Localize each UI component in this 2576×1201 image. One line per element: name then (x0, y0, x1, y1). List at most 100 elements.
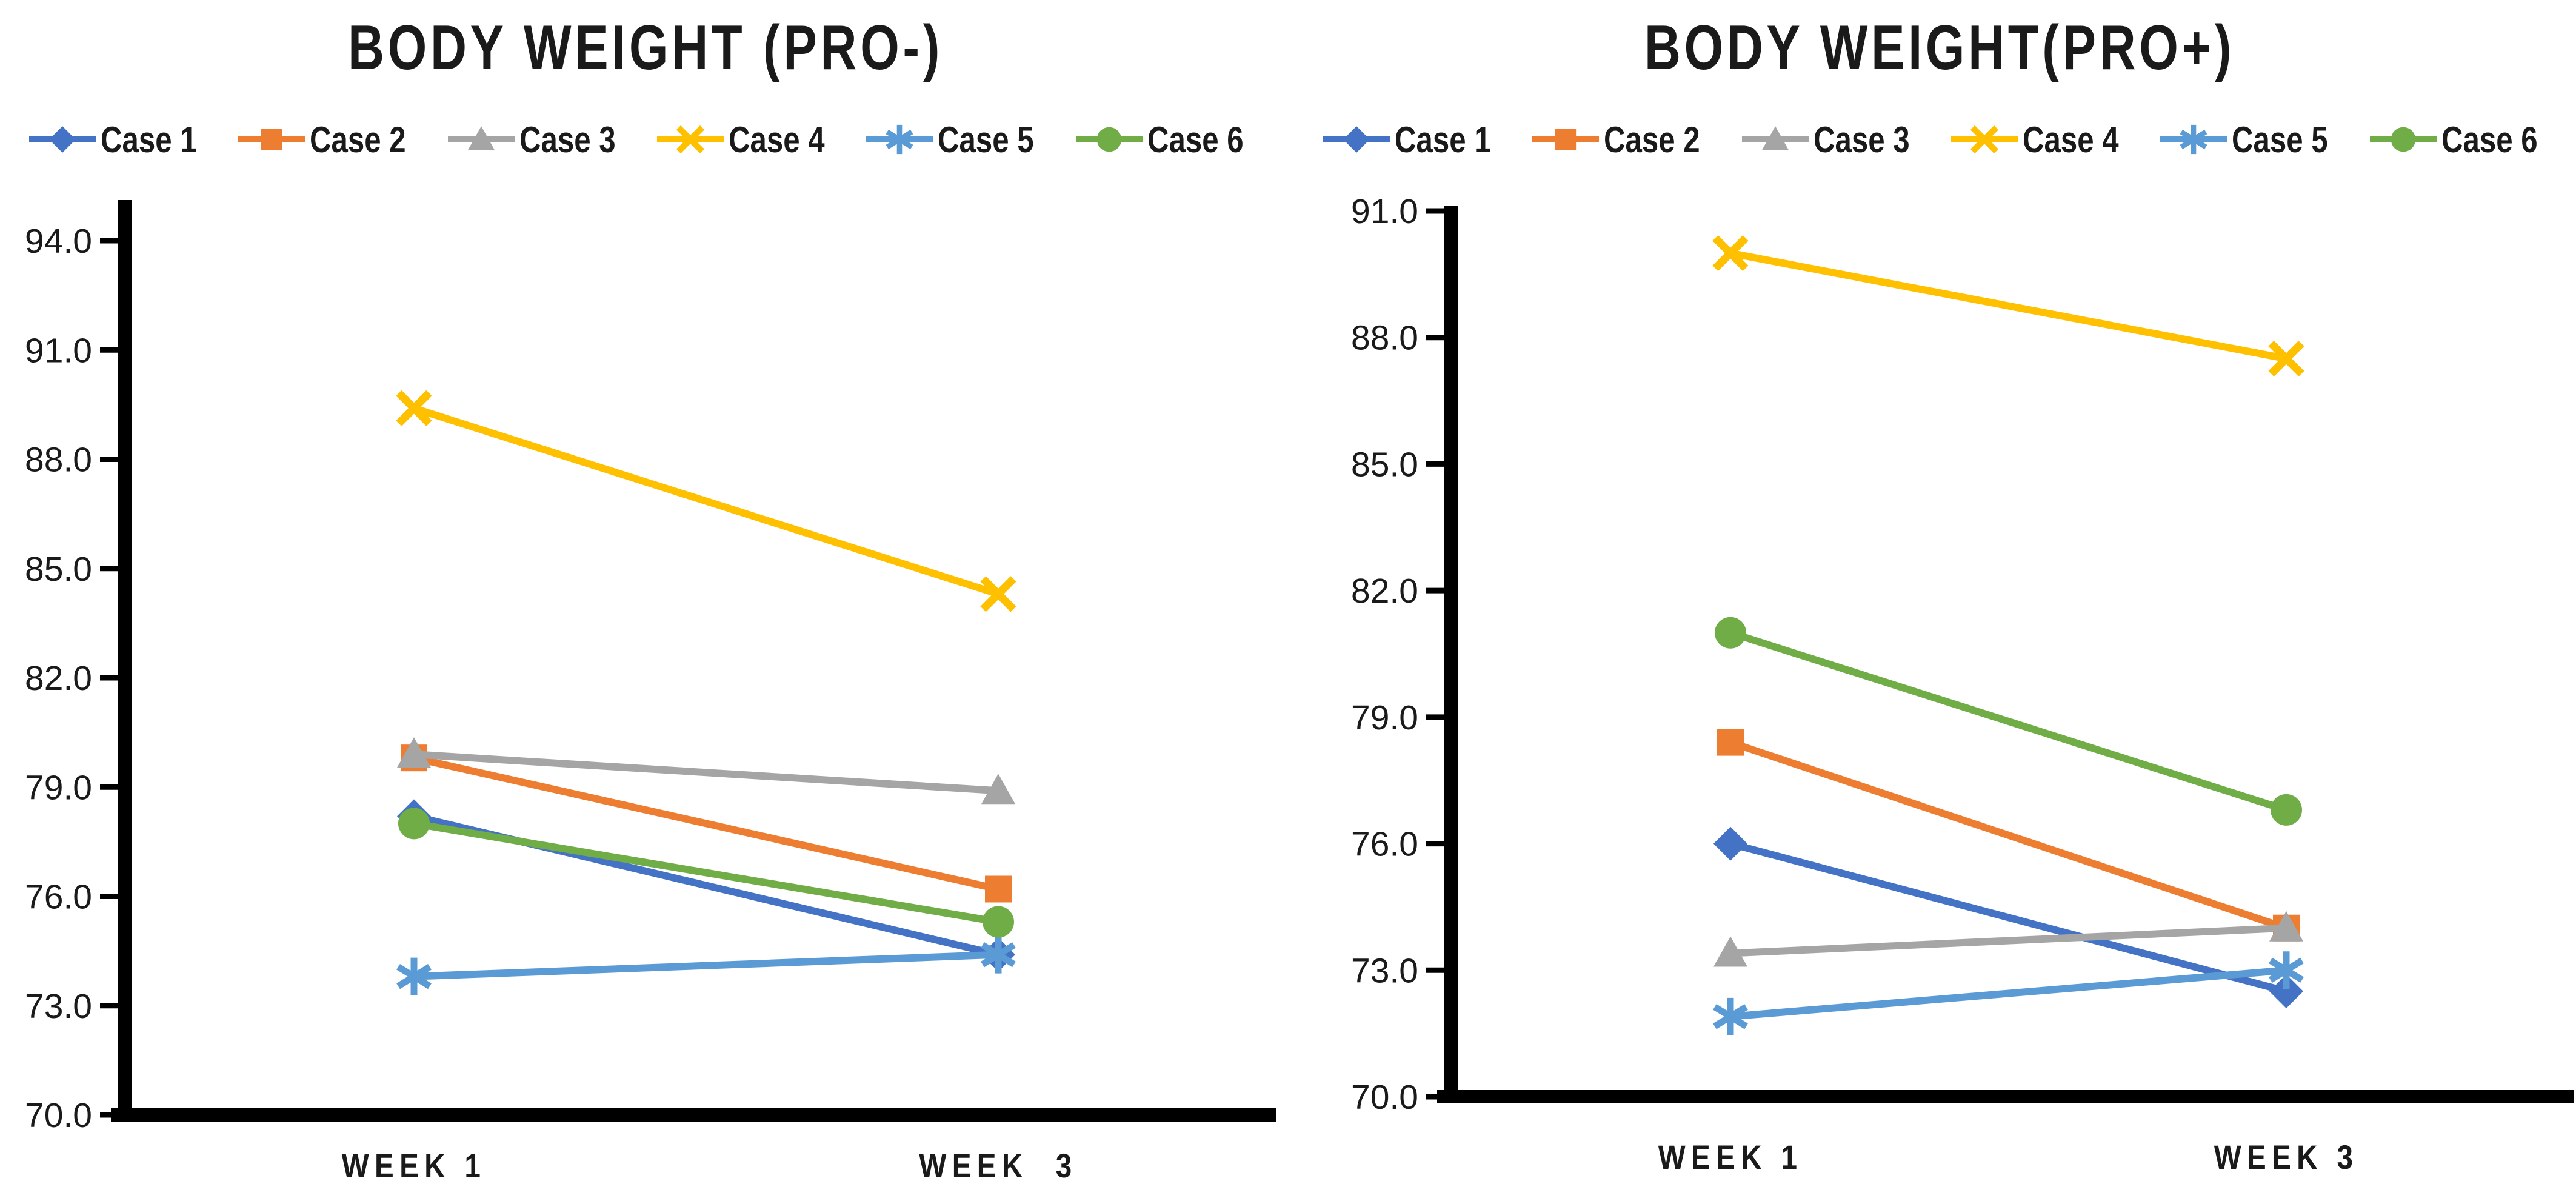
legend-item-case-2: Case 2 (1530, 116, 1721, 162)
y-tick-label: 82.0 (1351, 572, 1418, 611)
marker-circle-case-6 (1715, 617, 1746, 649)
series-line-case-2 (1727, 738, 2290, 932)
y-tick-label: 91.0 (1351, 192, 1418, 231)
y-tick-label: 91.0 (25, 331, 92, 370)
marker-x-case-4 (980, 576, 1016, 612)
legend-item-case-6: Case 6 (1073, 116, 1264, 162)
y-tick-label: 76.0 (1351, 825, 1418, 864)
marker-x-case-4 (1712, 235, 1749, 272)
legend-marker-x-icon (657, 125, 724, 154)
legend-label: Case 2 (1604, 119, 1700, 160)
series-line-case-4 (410, 404, 1002, 598)
chart-body-weight-pro-plus: BODY WEIGHT(PRO+) Case 1 Case 2 Case 3 Case… (1303, 0, 2576, 1201)
legend-item-case-3: Case 3 (1740, 116, 1930, 162)
legend-label: Case 5 (2232, 119, 2329, 160)
y-tick-label: 79.0 (25, 768, 92, 807)
marker-x-legend (676, 125, 705, 154)
legend-item-case-6: Case 6 (2367, 116, 2558, 162)
marker-square-legend (261, 129, 282, 150)
legend-marker-square-icon (238, 129, 305, 150)
legend-label: Case 3 (519, 119, 616, 160)
series-line-case-1 (1727, 840, 2290, 995)
legend-marker-triangle-icon (447, 126, 515, 150)
marker-asterisk-legend (2180, 124, 2208, 155)
y-tick-label: 76.0 (25, 878, 92, 917)
marker-x-legend (1970, 125, 1999, 154)
legend-label: Case 2 (310, 119, 406, 160)
legend-label: Case 6 (2441, 119, 2538, 160)
marker-x-case-4 (396, 390, 432, 426)
y-tick-label: 88.0 (1351, 319, 1418, 358)
legend-item-case-3: Case 3 (445, 116, 636, 162)
series-line-case-3 (1727, 924, 2290, 957)
y-tick-label: 82.0 (25, 659, 92, 698)
marker-circle-case-6 (983, 906, 1014, 938)
marker-square-legend (1555, 129, 1577, 150)
legend-label: Case 5 (938, 119, 1035, 160)
legend-marker-circle-icon (1075, 127, 1143, 152)
marker-diamond-case-1 (2269, 974, 2303, 1009)
marker-asterisk-legend (886, 124, 914, 155)
legend-marker-diamond-icon (1323, 126, 1390, 153)
marker-triangle-case-3 (397, 737, 431, 768)
marker-triangle-case-3 (2269, 911, 2303, 942)
series-line-case-3 (410, 751, 1002, 795)
y-tick-label: 85.0 (1351, 445, 1418, 484)
legend-label: Case 1 (1394, 119, 1491, 160)
x-axis-label: WEEK 1 (342, 1147, 487, 1185)
marker-asterisk-case-5 (1713, 997, 1748, 1035)
y-tick-label: 73.0 (25, 987, 92, 1026)
series-line-case-4 (1727, 249, 2290, 363)
y-tick-label: 94.0 (25, 222, 92, 261)
marker-triangle-legend (1761, 126, 1789, 150)
legend-pro-minus: Case 1 Case 2 Case 3 Case 4 Case 5 Case 6 (0, 110, 1291, 169)
marker-x-case-4 (2268, 340, 2304, 377)
series-line-case-2 (410, 754, 1002, 893)
legend-label: Case 3 (1813, 119, 1910, 160)
y-tick-label: 70.0 (1351, 1078, 1418, 1117)
legend-marker-square-icon (1532, 129, 1600, 150)
legend-item-case-4: Case 4 (655, 116, 846, 162)
marker-square-case-2 (1717, 729, 1744, 756)
legend-label: Case 6 (1147, 119, 1244, 160)
series-line-case-5 (1727, 966, 2290, 1020)
y-tick-label: 70.0 (25, 1096, 92, 1135)
legend-label: Case 4 (2023, 119, 2119, 160)
legend-item-case-4: Case 4 (1949, 116, 2140, 162)
legend-marker-diamond-icon (28, 126, 96, 153)
marker-triangle-legend (467, 126, 495, 150)
legend-marker-triangle-icon (1741, 126, 1809, 150)
legend-marker-asterisk-icon (866, 124, 933, 155)
y-tick-label: 73.0 (1351, 951, 1418, 990)
y-tick-label: 85.0 (25, 550, 92, 589)
legend-item-case-2: Case 2 (236, 116, 427, 162)
legend-marker-asterisk-icon (2160, 124, 2227, 155)
plot-area-pro-minus: 94.0 91.0 88.0 85.0 82.0 79.0 76.0 73.0 70.0 WEEK… (25, 200, 1276, 1185)
marker-asterisk-case-5 (2269, 951, 2304, 989)
legend-item-case-5: Case 5 (2158, 116, 2349, 162)
legend-marker-x-icon (1951, 125, 2018, 154)
legend-pro-plus: Case 1 Case 2 Case 3 Case 4 Case 5 Case 6 (1303, 110, 2576, 169)
y-tick-label: 88.0 (25, 441, 92, 480)
marker-triangle-case-3 (1713, 936, 1747, 967)
legend-label: Case 4 (729, 119, 825, 160)
chart-title-pro-minus: BODY WEIGHT (PRO-) (347, 13, 944, 83)
x-axis-label: WEEK 3 (2214, 1139, 2359, 1176)
marker-circle-case-6 (2271, 794, 2302, 826)
legend-item-case-1: Case 1 (27, 116, 218, 162)
x-axis-label: WEEK 3 (919, 1147, 1077, 1185)
x-axis-label: WEEK 1 (1658, 1139, 1803, 1176)
legend-label: Case 1 (100, 119, 197, 160)
chart-title-pro-plus: BODY WEIGHT(PRO+) (1644, 13, 2235, 83)
series-line-case-6 (1727, 629, 2290, 814)
marker-asterisk-case-5 (396, 957, 432, 995)
legend-item-case-1: Case 1 (1321, 116, 1512, 162)
series-line-case-6 (410, 820, 1002, 926)
marker-circle-legend (2391, 127, 2416, 152)
legend-marker-circle-icon (2369, 127, 2437, 152)
marker-diamond-legend (1343, 126, 1370, 153)
marker-asterisk-case-5 (981, 935, 1016, 974)
marker-circle-case-6 (398, 808, 430, 840)
plot-area-pro-plus: 91.0 88.0 85.0 82.0 79.0 76.0 73.0 70.0 WEEK 1 WE… (1351, 192, 2574, 1177)
